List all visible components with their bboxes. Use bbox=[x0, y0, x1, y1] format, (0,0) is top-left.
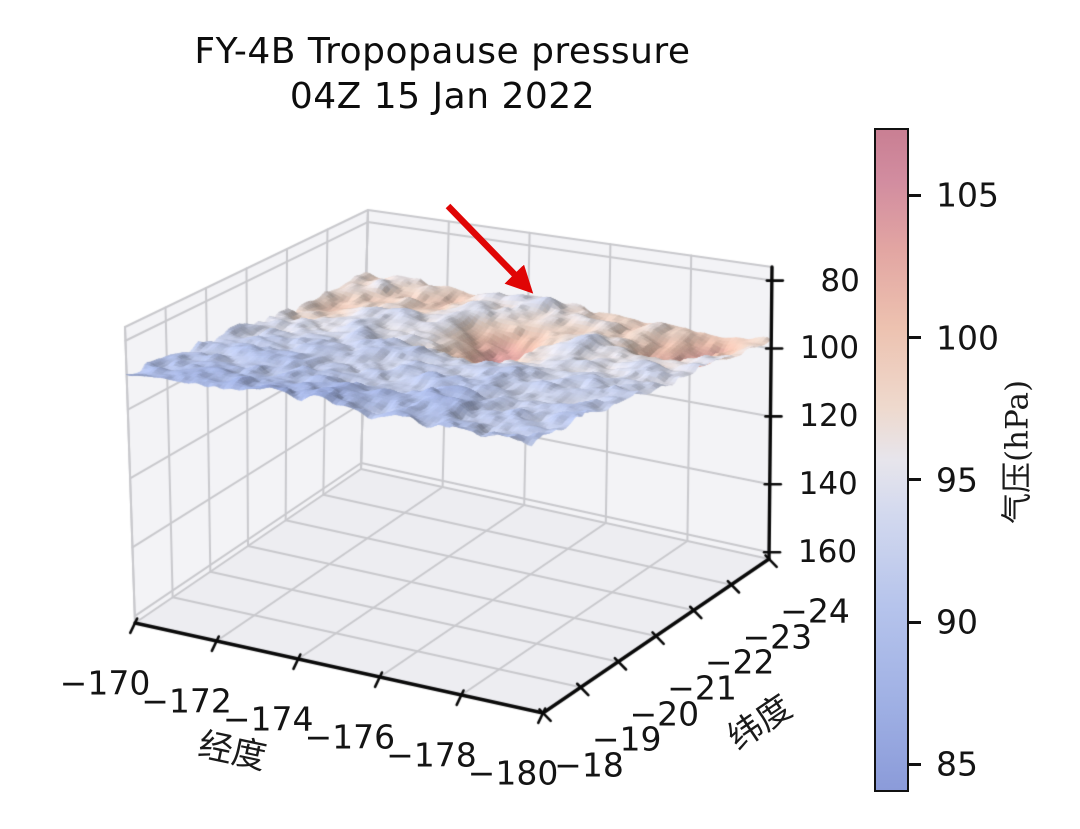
colorbar bbox=[874, 128, 909, 792]
y-tick-label: −19 bbox=[591, 719, 662, 759]
y-tick-label: −22 bbox=[704, 642, 775, 682]
z-tick-label: 140 bbox=[798, 466, 858, 503]
y-tick-label: −24 bbox=[780, 591, 850, 631]
x-tick-label: −178 bbox=[386, 735, 477, 775]
colorbar-tick-label: 95 bbox=[936, 460, 978, 500]
x-tick-label: −180 bbox=[467, 753, 559, 793]
colorbar-label: 气压(hPa) bbox=[999, 379, 1036, 525]
z-tick-label: 160 bbox=[797, 534, 858, 571]
chart-title: FY-4B Tropopause pressure 04Z 15 Jan 202… bbox=[120, 30, 765, 119]
colorbar-tick-mark bbox=[909, 193, 921, 197]
y-tick-label: −21 bbox=[667, 668, 737, 708]
chart-title-line1: FY-4B Tropopause pressure bbox=[194, 31, 691, 72]
colorbar-tick-mark bbox=[909, 478, 921, 482]
colorbar-tick-label: 100 bbox=[936, 318, 999, 358]
z-tick-label: 80 bbox=[820, 262, 860, 299]
chart-title-line2: 04Z 15 Jan 2022 bbox=[289, 75, 596, 117]
x-tick-label: −174 bbox=[222, 699, 314, 739]
colorbar-tick-label: 85 bbox=[936, 744, 978, 784]
colorbar-tick-mark bbox=[909, 762, 921, 766]
colorbar-tick-label: 105 bbox=[936, 175, 999, 215]
colorbar-tick-mark bbox=[909, 620, 921, 624]
y-tick-label: −18 bbox=[554, 745, 624, 785]
colorbar-tick-mark bbox=[909, 336, 921, 340]
x-tick-label: −172 bbox=[141, 681, 232, 721]
z-tick-label: 100 bbox=[799, 330, 860, 367]
y-tick-label: −20 bbox=[629, 694, 700, 734]
x-tick-label: −170 bbox=[59, 663, 151, 703]
x-tick-label: −176 bbox=[304, 717, 396, 757]
z-tick-label: 120 bbox=[799, 398, 859, 435]
y-tick-label: −23 bbox=[742, 617, 813, 657]
colorbar-tick-label: 90 bbox=[936, 602, 978, 642]
